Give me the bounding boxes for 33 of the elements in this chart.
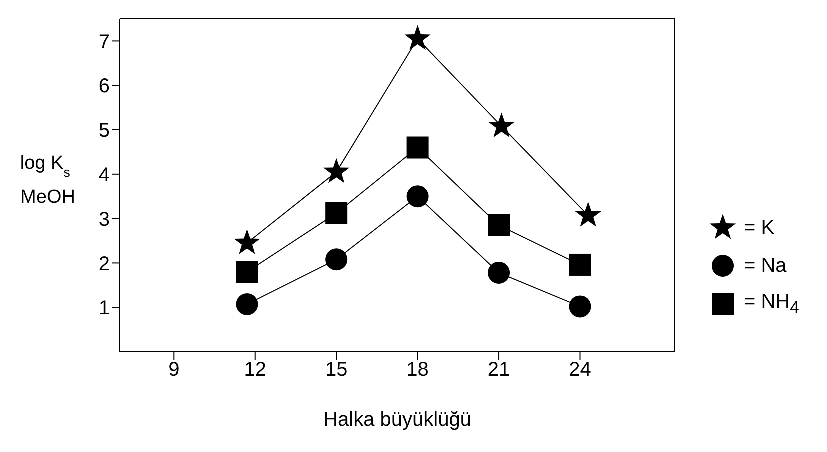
- y-tick-label: 5: [98, 120, 110, 142]
- y-tick-label: 2: [98, 253, 110, 276]
- point: [234, 229, 260, 254]
- y-tick-label: 3: [98, 208, 110, 231]
- legend-label: = Na: [744, 254, 787, 278]
- x-tick-label: 15: [325, 359, 348, 382]
- x-tick-label: 18: [406, 359, 429, 382]
- x-tick-label: 9: [168, 359, 180, 382]
- point: [488, 214, 510, 236]
- legend-label: = NH$_{4}$: [744, 290, 800, 318]
- point: [326, 202, 348, 224]
- point: [326, 248, 348, 271]
- point: [236, 261, 258, 284]
- point: [488, 262, 510, 284]
- point: [236, 293, 258, 316]
- x-tick-label: 12: [244, 359, 266, 382]
- point: [569, 296, 592, 318]
- point: [324, 158, 350, 184]
- point: [406, 186, 429, 208]
- y-tick-label: 6: [98, 76, 110, 98]
- x-axis-title: Halka büyüklüğü: [324, 409, 472, 431]
- point: [569, 254, 592, 276]
- y-axis-title: log K$_{s}$ MeOH: [20, 153, 76, 208]
- x-tick-label: 24: [569, 359, 592, 382]
- point: [488, 112, 515, 138]
- x-tick-label: 21: [488, 359, 510, 382]
- y-tick-label: 4: [98, 164, 110, 186]
- point: [404, 25, 431, 50]
- point: [575, 202, 602, 227]
- legend-label: = K: [744, 216, 775, 240]
- y-tick-label: 1: [98, 298, 110, 320]
- y-tick-label: 7: [98, 31, 110, 54]
- point: [406, 136, 429, 159]
